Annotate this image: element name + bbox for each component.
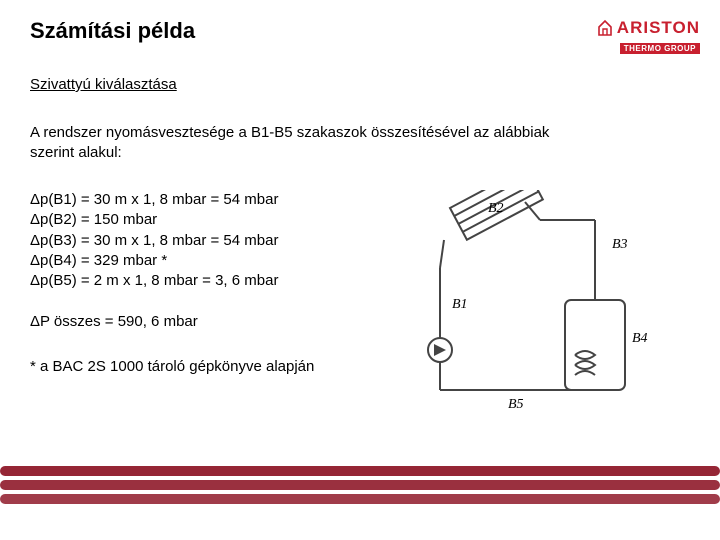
calc-line: Δp(B3) = 30 m x 1, 8 mbar = 54 mbar (30, 231, 370, 251)
slide: Számítási példa ARISTON THERMO GROUP Szi… (0, 0, 720, 540)
brand-logo-row: ARISTON (597, 18, 700, 38)
calc-column: Δp(B1) = 30 m x 1, 8 mbar = 54 mbar Δp(B… (30, 190, 370, 425)
intro-text: A rendszer nyomásvesztesége a B1-B5 szak… (30, 123, 570, 162)
footer-stripe (0, 494, 720, 504)
diagram-label-b3: B3 (612, 237, 628, 252)
calc-line: Δp(B4) = 329 mbar * (30, 251, 370, 271)
calc-line: Δp(B1) = 30 m x 1, 8 mbar = 54 mbar (30, 190, 370, 210)
diagram-label-b1: B1 (452, 297, 468, 312)
diagram-column: B2 B3 B1 B4 B5 (390, 190, 700, 425)
total-line: ΔP összes = 590, 6 mbar (30, 313, 370, 330)
body-row: Δp(B1) = 30 m x 1, 8 mbar = 54 mbar Δp(B… (30, 190, 700, 425)
diagram-label-b5: B5 (508, 397, 524, 412)
footer-stripe (0, 480, 720, 490)
section-subtitle: Szivattyú kiválasztása (30, 76, 700, 93)
brand-logo: ARISTON THERMO GROUP (597, 18, 700, 56)
brand-sub: THERMO GROUP (620, 43, 700, 54)
calc-line: Δp(B5) = 2 m x 1, 8 mbar = 3, 6 mbar (30, 271, 370, 291)
house-icon (597, 19, 613, 37)
footer-stripe (0, 466, 720, 476)
diagram-label-b2: B2 (488, 201, 504, 216)
diagram-label-b4: B4 (632, 331, 648, 346)
piping-diagram: B2 B3 B1 B4 B5 (390, 190, 650, 420)
brand-name: ARISTON (617, 18, 700, 38)
page-title: Számítási példa (30, 18, 195, 44)
footer-stripes (0, 466, 720, 512)
calc-line: Δp(B2) = 150 mbar (30, 210, 370, 230)
footnote: * a BAC 2S 1000 tároló gépkönyve alapján (30, 358, 370, 375)
content: Szivattyú kiválasztása A rendszer nyomás… (30, 76, 700, 425)
header: Számítási példa ARISTON THERMO GROUP (30, 18, 700, 56)
